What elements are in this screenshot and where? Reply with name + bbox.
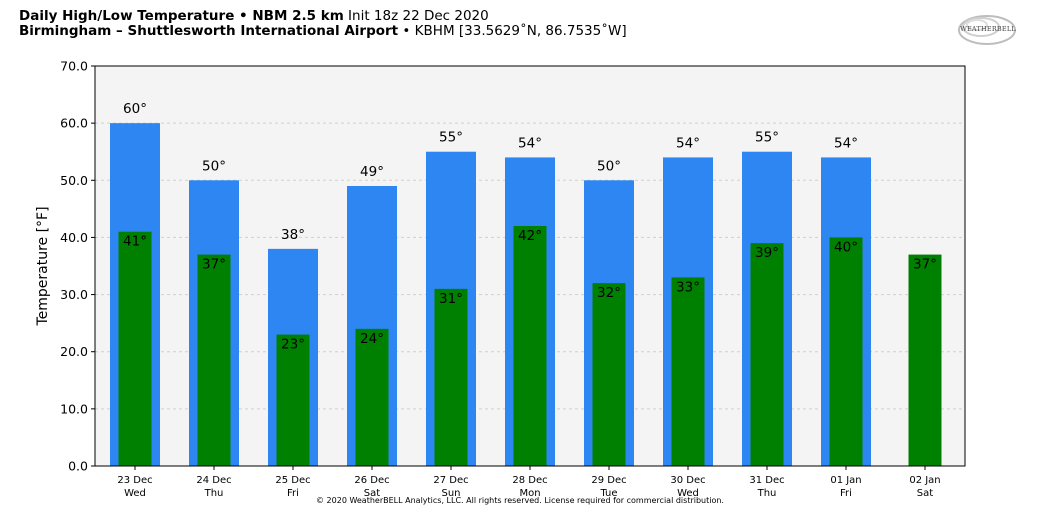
- low-temp-bar: [908, 254, 942, 466]
- low-temp-bar: [829, 237, 863, 466]
- x-tick-label-day: Fri: [287, 488, 299, 499]
- data-labels: 60° 41° 50° 37° 38° 23° 49° 24° 55° 31° 54° 42° 50° 3…: [123, 101, 937, 352]
- title-model: Daily High/Low Temperature • NBM 2.5 km: [19, 8, 344, 24]
- y-tick-label: 30.0: [60, 287, 88, 302]
- x-tick-label-day: Mon: [519, 488, 540, 499]
- low-temp-bar: [118, 231, 152, 466]
- low-temp-label: 42°: [518, 228, 542, 244]
- high-temp-label: 49°: [360, 164, 384, 180]
- x-tick-label-date: 26 Dec: [354, 475, 389, 486]
- high-temp-label: 38°: [281, 227, 305, 243]
- title-coordinates: • KBHM [33.5629˚N, 86.7535˚W]: [398, 23, 627, 39]
- low-temp-label: 39°: [755, 245, 779, 261]
- low-temp-label: 37°: [202, 257, 226, 273]
- logo-text: WEATHERBELL: [960, 25, 1016, 33]
- low-temp-label: 23°: [281, 337, 305, 353]
- title-line-1: Daily High/Low Temperature • NBM 2.5 km …: [19, 9, 627, 24]
- low-temp-bar: [434, 288, 468, 466]
- high-temp-label: 60°: [123, 101, 147, 117]
- high-temp-label: 54°: [518, 135, 542, 151]
- high-temp-label: 54°: [676, 135, 700, 151]
- y-axis-label: Temperature [°F]: [35, 206, 51, 326]
- high-temp-label: 54°: [834, 135, 858, 151]
- high-temp-label: 50°: [597, 158, 621, 174]
- weatherbell-logo: WEATHERBELL: [957, 13, 1019, 47]
- title-init: Init 18z 22 Dec 2020: [343, 8, 489, 24]
- high-temp-label: 55°: [755, 130, 779, 146]
- x-tick-label-date: 30 Dec: [670, 475, 705, 486]
- x-tick-label-day: Sat: [364, 488, 380, 499]
- logo-swirl-icon: [958, 15, 1016, 45]
- title-line-2: Birmingham – Shuttlesworth International…: [19, 24, 627, 39]
- y-tick-label: 60.0: [60, 116, 88, 131]
- low-temp-label: 24°: [360, 331, 384, 347]
- y-tick-label: 70.0: [60, 59, 88, 74]
- low-temp-label: 32°: [597, 285, 621, 301]
- y-tick-label: 20.0: [60, 344, 88, 359]
- y-tick-label: 50.0: [60, 173, 88, 188]
- low-temp-label: 41°: [123, 234, 147, 250]
- chart-title: Daily High/Low Temperature • NBM 2.5 km …: [19, 9, 627, 39]
- x-tick-label-date: 27 Dec: [433, 475, 468, 486]
- x-tick-label-date: 29 Dec: [591, 475, 626, 486]
- x-tick-label-day: Wed: [677, 488, 699, 499]
- y-tick-label: 40.0: [60, 230, 88, 245]
- y-tick-label: 10.0: [60, 401, 88, 416]
- bars: [110, 123, 942, 467]
- high-temp-label: 50°: [202, 158, 226, 174]
- x-tick-label-date: 31 Dec: [749, 475, 784, 486]
- low-temp-bar: [592, 283, 626, 466]
- high-temp-label: 55°: [439, 130, 463, 146]
- title-location: Birmingham – Shuttlesworth International…: [19, 23, 399, 39]
- x-tick-label-day: Tue: [599, 488, 617, 499]
- low-temp-label: 33°: [676, 279, 700, 295]
- x-tick-label-day: Thu: [757, 488, 777, 499]
- x-tick-label-date: 23 Dec: [117, 475, 152, 486]
- y-tick-label: 0.0: [68, 459, 88, 474]
- x-tick-label-day: Sun: [441, 488, 460, 499]
- x-axis: 23 Dec Wed 24 Dec Thu 25 Dec Fri 26 Dec Sat 27 D…: [117, 466, 941, 499]
- y-axis: 0.0 10.0 20.0 30.0 40.0 50.0 60.0 70.0: [60, 59, 95, 474]
- low-temp-bar: [750, 243, 784, 466]
- x-tick-label-day: Wed: [124, 488, 146, 499]
- low-temp-bar: [355, 328, 389, 466]
- x-tick-label-day: Sat: [917, 488, 933, 499]
- low-temp-label: 40°: [834, 239, 858, 255]
- copyright-notice: © 2020 WeatherBELL Analytics, LLC. All r…: [316, 496, 724, 505]
- x-tick-label-date: 28 Dec: [512, 475, 547, 486]
- low-temp-bar: [197, 254, 231, 466]
- x-tick-label-date: 24 Dec: [196, 475, 231, 486]
- low-temp-label: 31°: [439, 291, 463, 307]
- low-temp-bar: [671, 277, 705, 466]
- low-temp-bar: [276, 334, 310, 466]
- x-tick-label-date: 25 Dec: [275, 475, 310, 486]
- x-tick-label-date: 01 Jan: [830, 475, 861, 486]
- x-tick-label-date: 02 Jan: [909, 475, 940, 486]
- low-temp-bar: [513, 226, 547, 466]
- x-tick-label-day: Thu: [204, 488, 224, 499]
- x-tick-label-day: Fri: [840, 488, 852, 499]
- low-temp-label: 37°: [913, 257, 937, 273]
